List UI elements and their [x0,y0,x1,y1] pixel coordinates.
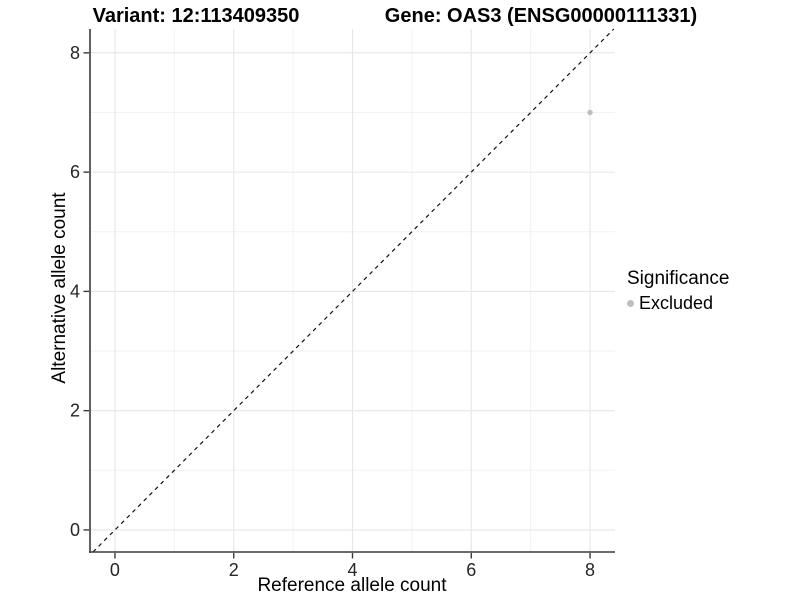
x-tick-label: 8 [585,560,595,580]
y-tick-label: 2 [70,401,80,421]
y-tick-label: 4 [70,281,80,301]
identity-line [92,28,615,553]
plot-title-variant: Variant: 12:113409350 [92,5,300,27]
x-axis-title: Reference allele count [257,575,447,596]
x-tick-label: 2 [229,560,239,580]
x-tick-label: 6 [466,560,476,580]
legend-entry-excluded: Excluded [627,293,729,314]
legend: Significance Excluded [627,268,729,314]
data-point-excluded [587,109,593,116]
y-axis-title: Alternative allele count [49,192,70,384]
excluded-swatch-icon [627,300,634,307]
y-tick-label: 0 [70,520,80,540]
y-tick-label: 6 [70,162,80,182]
x-tick-label: 4 [347,560,357,580]
plot-title-gene: Gene: OAS3 (ENSG00000111331) [384,5,698,27]
legend-title: Significance [627,268,730,289]
y-tick-label: 8 [70,43,80,63]
legend-entry-label: Excluded [639,293,714,313]
x-tick-label: 0 [110,560,120,580]
